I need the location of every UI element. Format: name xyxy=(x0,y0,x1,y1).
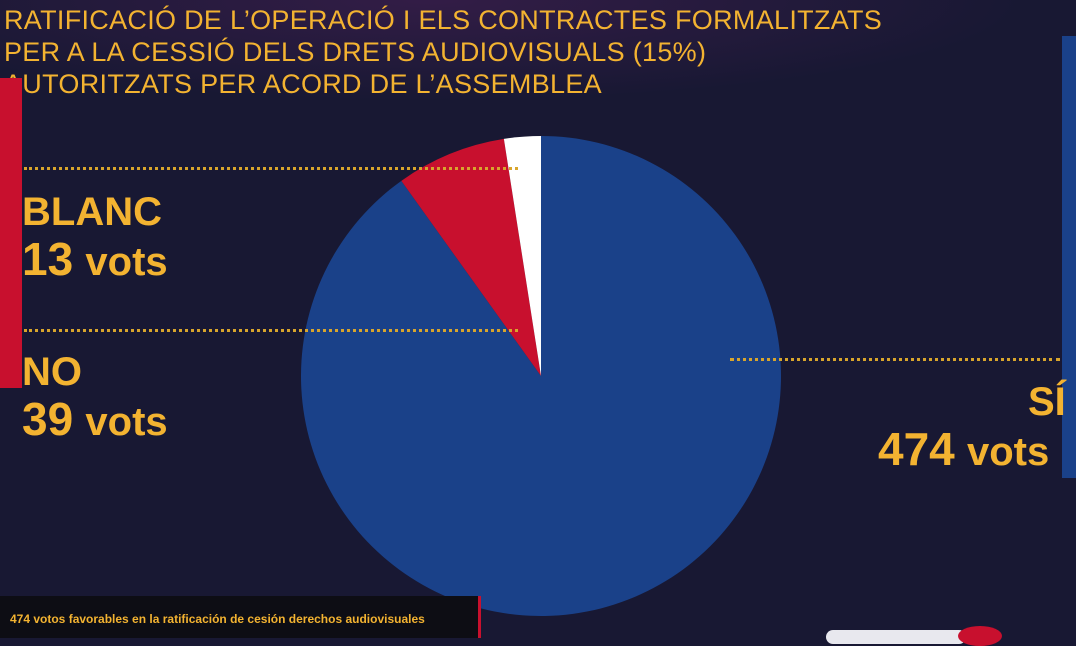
left-red-accent-bar xyxy=(0,78,22,388)
si-label-name: SÍ xyxy=(1028,380,1066,424)
no-label: NO 39 vots xyxy=(22,350,168,447)
pie-slice-no xyxy=(401,138,541,376)
caption-bar: 474 votos favorables en la ratificación … xyxy=(0,596,481,638)
blanc-leader-line xyxy=(24,167,518,170)
blanc-label-name: BLANC xyxy=(22,190,162,234)
no-label-count: 39 vots xyxy=(22,393,168,445)
si-label: SÍ 474 vots xyxy=(878,380,1066,477)
chart-title: RATIFICACIÓ DE L’OPERACIÓ I ELS CONTRACT… xyxy=(4,4,883,100)
blanc-label-count: 13 vots xyxy=(22,233,168,285)
no-leader-line xyxy=(24,329,518,332)
si-leader-line xyxy=(730,358,1060,361)
bottom-pill xyxy=(826,630,966,644)
si-label-count: 474 vots xyxy=(878,423,1050,475)
caption-text: 474 votos favorables en la ratificación … xyxy=(10,612,425,626)
background-glow xyxy=(0,0,1076,110)
blanc-label: BLANC 13 vots xyxy=(22,190,168,287)
title-line-1: RATIFICACIÓ DE L’OPERACIÓ I ELS CONTRACT… xyxy=(4,5,883,35)
pie-slice-blanc xyxy=(503,136,541,376)
bottom-red-dot xyxy=(958,626,1002,646)
no-label-name: NO xyxy=(22,350,82,394)
title-line-2: PER A LA CESSIÓ DELS DRETS AUDIOVISUALS … xyxy=(4,37,707,67)
title-line-3: AUTORITZATS PER ACORD DE L’ASSEMBLEA xyxy=(4,69,602,99)
right-blue-accent-bar xyxy=(1062,36,1076,478)
